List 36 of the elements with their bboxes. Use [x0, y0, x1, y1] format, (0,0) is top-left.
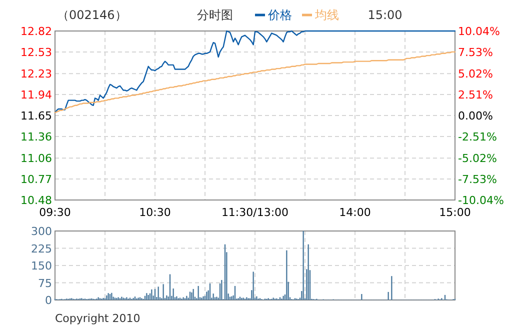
x-tick-label: 14:00: [339, 206, 371, 219]
y-tick-label: 11.94: [20, 88, 52, 102]
y2-tick-label: -5.02%: [458, 152, 497, 165]
y2-tick-label: 5.02%: [458, 67, 493, 80]
line-series: [54, 30, 456, 114]
y-tick-label: 11.36: [20, 130, 52, 144]
y2-tick-label: 0.00%: [458, 110, 493, 122]
y-tick-label: 225: [31, 242, 52, 256]
y2-tick-label: 2.51%: [458, 88, 493, 102]
y-tick-label: 11.06: [20, 152, 52, 166]
x-tick-label: 09:30: [39, 206, 71, 219]
y-tick-label: 10.48: [20, 194, 52, 207]
x-tick-label: 10:30: [139, 206, 171, 219]
chart-title: （002146）: [57, 8, 127, 22]
y2-tick-label: -7.53%: [458, 172, 497, 186]
y-tick-label: 75: [38, 276, 52, 290]
x-tick-label: 11:30/13:00: [221, 206, 289, 219]
chart-subtitle: 分时图: [197, 8, 233, 22]
y-tick-label: 10.77: [20, 173, 52, 186]
y-tick-label: 12.53: [20, 46, 52, 59]
y-tick-label: 12.23: [20, 68, 52, 81]
legend-label: 价格: [267, 8, 292, 22]
line-series: [54, 51, 456, 114]
y2-tick-label: -10.04%: [458, 194, 504, 207]
x-tick-label: 15:00: [439, 206, 471, 219]
text: 15:00: [368, 8, 402, 22]
y-tick-label: 150: [31, 260, 52, 272]
y2-tick-label: 7.53%: [458, 46, 493, 60]
y-tick-label: 12.82: [20, 25, 52, 38]
y2-tick-label: -2.51%: [458, 130, 497, 144]
y-tick-label: 11.65: [20, 110, 52, 122]
y-tick-label: 0: [45, 294, 52, 307]
legend-label: 均线: [314, 8, 339, 22]
y-tick-label: 300: [31, 225, 52, 238]
y2-tick-label: 10.04%: [458, 25, 500, 38]
text: Copyright 2010: [55, 312, 140, 325]
